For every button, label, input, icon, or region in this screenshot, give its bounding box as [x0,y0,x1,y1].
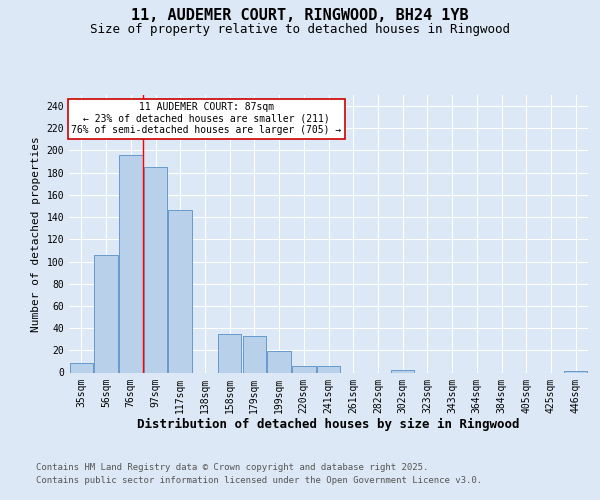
Bar [119,155,143,372]
Text: Contains public sector information licensed under the Open Government Licence v3: Contains public sector information licen… [36,476,482,485]
Text: 11 AUDEMER COURT: 87sqm
← 23% of detached houses are smaller (211)
76% of semi-d: 11 AUDEMER COURT: 87sqm ← 23% of detache… [71,102,341,135]
Bar [144,167,167,372]
Y-axis label: Number of detached properties: Number of detached properties [31,136,41,332]
Text: Size of property relative to detached houses in Ringwood: Size of property relative to detached ho… [90,22,510,36]
Bar [268,352,291,372]
X-axis label: Distribution of detached houses by size in Ringwood: Distribution of detached houses by size … [137,418,520,431]
Bar [317,366,340,372]
Text: Contains HM Land Registry data © Crown copyright and database right 2025.: Contains HM Land Registry data © Crown c… [36,462,428,471]
Bar [292,366,316,372]
Bar [70,362,93,372]
Bar [218,334,241,372]
Bar [391,370,415,372]
Text: 11, AUDEMER COURT, RINGWOOD, BH24 1YB: 11, AUDEMER COURT, RINGWOOD, BH24 1YB [131,8,469,22]
Bar [94,255,118,372]
Bar [242,336,266,372]
Bar [169,210,192,372]
